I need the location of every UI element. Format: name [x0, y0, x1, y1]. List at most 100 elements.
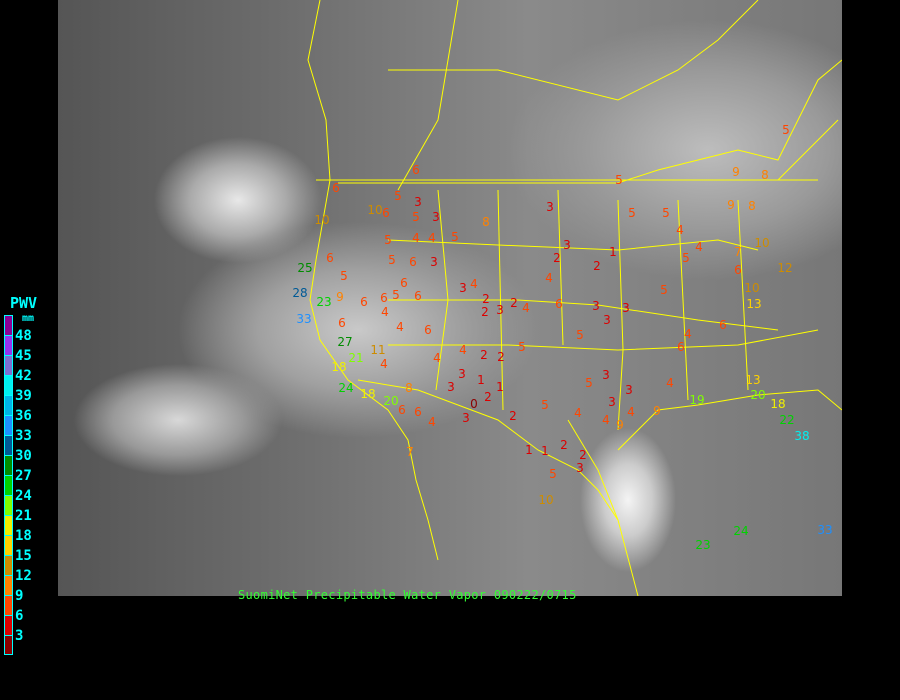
station-pwv-value: 6	[677, 340, 685, 354]
station-pwv-value: 5	[388, 253, 396, 267]
station-pwv-value: 3	[563, 238, 571, 252]
legend-label: 21	[15, 508, 32, 524]
station-pwv-value: 3	[459, 281, 467, 295]
station-pwv-value: 3	[432, 210, 440, 224]
station-pwv-value: 6	[332, 181, 340, 195]
legend-label: 12	[15, 568, 32, 584]
legend-swatch	[4, 455, 13, 475]
station-pwv-value: 10	[367, 203, 383, 217]
station-pwv-value: 19	[689, 393, 705, 407]
legend-swatch	[4, 595, 13, 615]
station-pwv-value: 1	[609, 245, 617, 259]
political-boundaries	[307, 0, 842, 596]
station-pwv-value: 4	[380, 357, 388, 371]
station-pwv-value: 3	[458, 367, 466, 381]
legend-label: 42	[15, 368, 32, 384]
station-pwv-value: 2	[593, 259, 601, 273]
station-pwv-value: 6	[414, 289, 422, 303]
station-pwv-value: 1	[496, 380, 504, 394]
station-pwv-value: 6	[719, 318, 727, 332]
station-pwv-value: 9	[616, 418, 624, 432]
station-pwv-value: 4	[396, 320, 404, 334]
station-pwv-value: 5	[392, 288, 400, 302]
station-pwv-value: 5	[782, 123, 790, 137]
station-pwv-value: 3	[430, 255, 438, 269]
station-pwv-value: 3	[576, 461, 584, 475]
legend-swatch	[4, 495, 13, 515]
station-pwv-value: 5	[662, 206, 670, 220]
station-pwv-value: 4	[602, 413, 610, 427]
legend-label: 24	[15, 488, 32, 504]
station-pwv-value: 3	[603, 313, 611, 327]
station-pwv-value: 6	[398, 403, 406, 417]
station-pwv-value: 3	[622, 301, 630, 315]
station-pwv-value: 3	[608, 395, 616, 409]
legend-swatch	[4, 375, 13, 395]
station-pwv-value: 22	[779, 413, 795, 427]
legend-swatch	[4, 515, 13, 535]
station-pwv-value: 4	[545, 271, 553, 285]
station-pwv-value: 38	[794, 429, 810, 443]
station-pwv-value: 3	[592, 299, 600, 313]
station-pwv-value: 2	[480, 348, 488, 362]
station-pwv-value: 4	[695, 240, 703, 254]
station-pwv-value: 23	[695, 538, 711, 552]
station-pwv-value: 2	[482, 292, 490, 306]
station-pwv-value: 24	[338, 381, 354, 395]
station-pwv-value: 25	[297, 261, 313, 275]
station-pwv-value: 23	[316, 295, 332, 309]
station-pwv-value: 5	[451, 230, 459, 244]
station-pwv-value: 18	[331, 360, 347, 374]
station-pwv-value: 20	[750, 388, 766, 402]
legend-unit: mm	[22, 313, 35, 324]
station-pwv-value: 6	[400, 276, 408, 290]
station-pwv-value: 11	[370, 343, 386, 357]
station-pwv-value: 12	[777, 261, 793, 275]
station-pwv-value: 5	[660, 283, 668, 297]
station-pwv-value: 2	[579, 448, 587, 462]
station-pwv-value: 5	[384, 233, 392, 247]
station-pwv-value: 10	[744, 281, 760, 295]
station-pwv-value: 6	[326, 251, 334, 265]
station-pwv-value: 2	[510, 296, 518, 310]
station-pwv-value: 13	[746, 297, 762, 311]
station-pwv-value: 4	[428, 231, 436, 245]
station-pwv-value: 3	[462, 411, 470, 425]
station-pwv-value: 8	[748, 199, 756, 213]
station-pwv-value: 10	[754, 236, 770, 250]
station-pwv-value: 5	[628, 206, 636, 220]
station-pwv-value: 2	[497, 350, 505, 364]
station-pwv-value: 10	[538, 493, 554, 507]
station-pwv-value: 2	[509, 409, 517, 423]
legend-label: 48	[15, 328, 32, 344]
station-pwv-value: 6	[412, 163, 420, 177]
station-pwv-value: 4	[574, 406, 582, 420]
legend-swatch	[4, 315, 13, 335]
legend-label: 36	[15, 408, 32, 424]
station-pwv-value: 21	[348, 351, 364, 365]
legend-label: 45	[15, 348, 32, 364]
legend-label: 18	[15, 528, 32, 544]
station-pwv-value: 9	[653, 404, 661, 418]
station-pwv-value: 6	[555, 297, 563, 311]
station-pwv-value: 7	[734, 245, 742, 259]
station-pwv-value: 8	[761, 168, 769, 182]
station-pwv-value: 33	[296, 312, 312, 326]
station-pwv-value: 4	[684, 327, 692, 341]
station-pwv-value: 13	[745, 373, 761, 387]
legend-swatch	[4, 575, 13, 595]
legend-swatch	[4, 615, 13, 635]
station-pwv-value: 1	[541, 444, 549, 458]
station-pwv-value: 4	[412, 231, 420, 245]
station-pwv-value: 1	[477, 373, 485, 387]
legend-title: PWV	[10, 294, 38, 312]
station-pwv-value: 4	[470, 277, 478, 291]
station-pwv-value: 1	[525, 443, 533, 457]
station-pwv-value: 5	[549, 467, 557, 481]
station-pwv-value: 3	[602, 368, 610, 382]
station-pwv-value: 3	[546, 200, 554, 214]
station-pwv-value: 5	[518, 340, 526, 354]
station-pwv-value: 5	[394, 189, 402, 203]
legend-swatch	[4, 475, 13, 495]
legend-swatch	[4, 395, 13, 415]
